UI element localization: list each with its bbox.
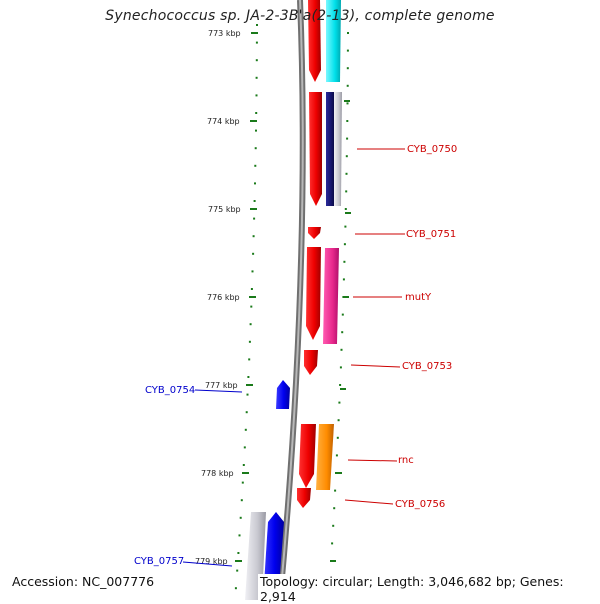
tick-dot	[254, 182, 256, 185]
tick-dot	[255, 94, 258, 97]
tick-dot	[241, 481, 244, 484]
gene-label-cyb0756[interactable]: CYB_0756	[395, 499, 445, 510]
tick-dot	[250, 305, 253, 308]
tick-dot	[248, 358, 251, 361]
gene-features	[245, 0, 342, 600]
tick-label-774: 774 kbp	[207, 117, 240, 126]
tick-label-775: 775 kbp	[208, 205, 241, 214]
kbp-scale: 773 kbp 774 kbp 775 kbp 776 kbp 777 kbp …	[195, 29, 241, 566]
tick-dot	[335, 454, 338, 457]
tick-dot	[239, 516, 242, 519]
tick-dot	[343, 260, 346, 263]
tick-dot	[243, 446, 246, 449]
tick-dot	[246, 393, 249, 396]
gene-labels: CYB_0750 CYB_0751 mutY CYB_0753 CYB_0754…	[134, 144, 457, 567]
gene-label-muty[interactable]: mutY	[405, 292, 432, 303]
tick-dot	[346, 120, 349, 122]
tick-dot	[253, 200, 256, 202]
tick-dot	[345, 190, 348, 193]
gene-arrow	[297, 488, 311, 508]
tick-dot	[339, 384, 342, 386]
gene-arrow	[308, 227, 321, 239]
tick-dot	[337, 419, 340, 422]
tick-dot	[245, 411, 248, 414]
tick-dot	[341, 331, 344, 334]
tick-dot	[336, 436, 339, 439]
tick-dot	[252, 252, 255, 255]
gene-arrow	[276, 380, 290, 409]
tick-dot	[333, 507, 336, 510]
accession-text: Accession: NC_007776	[10, 574, 157, 589]
gene-label-rnc[interactable]: rnc	[398, 455, 414, 466]
tick-label-778: 778 kbp	[201, 469, 234, 478]
tick-dot	[248, 340, 251, 343]
gene-arrow	[309, 92, 342, 206]
tick-dot	[249, 323, 252, 326]
tick-dot	[334, 489, 337, 492]
gene-label-cyb0751[interactable]: CYB_0751	[406, 229, 456, 240]
gene-arrow	[308, 0, 341, 82]
tick-dot	[346, 67, 349, 70]
backbone-arc-highlight	[279, 0, 304, 601]
gene-arrow	[304, 350, 318, 375]
tick-dot	[238, 534, 241, 537]
tick-dot	[346, 84, 349, 87]
tick-dot	[344, 208, 347, 210]
tick-dot	[344, 225, 347, 228]
tick-dot	[255, 76, 258, 79]
tick-dot	[343, 243, 346, 246]
gene-arrow	[299, 424, 334, 490]
tick-label-779: 779 kbp	[195, 557, 228, 566]
label-leaders	[182, 148, 405, 567]
tick-label-773: 773 kbp	[208, 29, 241, 38]
tick-dot	[345, 172, 348, 175]
gene-label-cyb0757[interactable]: CYB_0757	[134, 556, 184, 567]
gene-label-cyb0754[interactable]: CYB_0754	[145, 385, 195, 396]
tick-dot	[255, 41, 258, 44]
tick-dot	[247, 376, 250, 378]
tick-dot	[255, 129, 257, 132]
tick-dot	[346, 102, 349, 105]
tick-dot	[331, 542, 334, 545]
tick-dot	[346, 49, 349, 52]
tick-dot	[338, 401, 341, 404]
tick-dot	[341, 313, 344, 316]
tick-dot	[340, 348, 343, 351]
tick-dot	[347, 32, 349, 34]
tick-marks-left	[234, 24, 258, 590]
gene-label-cyb0750[interactable]: CYB_0750	[407, 144, 457, 155]
tick-dot	[236, 569, 239, 572]
gene-arrow	[306, 247, 339, 344]
tick-dot	[332, 524, 335, 527]
tick-dot	[256, 24, 258, 26]
tick-label-777: 777 kbp	[205, 381, 238, 390]
genome-title: Synechococcus sp. JA-2-3B'a(2-13), compl…	[105, 8, 495, 24]
tick-dot	[234, 587, 237, 590]
major-ticks	[235, 32, 351, 562]
tick-dot	[240, 499, 243, 502]
tick-dot	[254, 147, 257, 150]
tick-dot	[255, 59, 258, 62]
tick-dot	[252, 235, 255, 238]
tick-dot	[345, 155, 348, 158]
tick-dot	[244, 428, 247, 431]
tick-label-776: 776 kbp	[207, 293, 240, 302]
tick-dot	[255, 112, 258, 114]
topology-text: Topology: circular; Length: 3,046,682 bp…	[258, 574, 600, 604]
tick-dot	[339, 366, 342, 369]
tick-dot	[254, 164, 257, 167]
tick-dot	[342, 278, 345, 281]
tick-dot	[237, 552, 240, 554]
tick-dot	[253, 217, 256, 220]
tick-dot	[250, 288, 253, 290]
gene-label-cyb0753[interactable]: CYB_0753	[402, 361, 452, 372]
tick-dot	[242, 464, 245, 466]
tick-dot	[251, 270, 254, 273]
tick-dot	[346, 137, 349, 140]
